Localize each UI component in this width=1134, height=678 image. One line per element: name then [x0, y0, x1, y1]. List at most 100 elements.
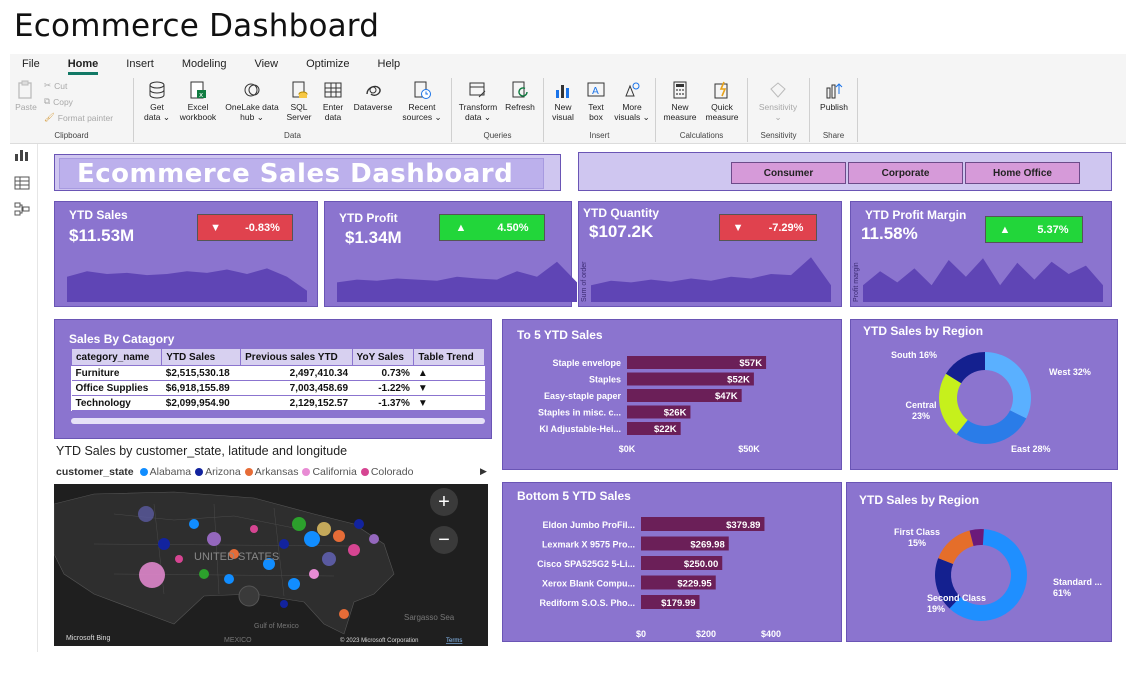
onelake-button[interactable]: OneLake data hub ⌄	[222, 80, 282, 122]
share-group: Publish Share	[810, 78, 858, 142]
top5-title: To 5 YTD Sales	[517, 328, 603, 342]
cell-yoy: -1.22%	[352, 380, 414, 396]
tab-view[interactable]: View	[254, 58, 279, 70]
legend-item[interactable]: Arizona	[195, 466, 241, 478]
text-box-button[interactable]: A Text box	[582, 80, 610, 122]
cell-prev: 2,129,152.57	[240, 395, 353, 411]
map-visual[interactable]: UNITED STATES Sargasso Sea Gulf of Mexic…	[54, 484, 488, 646]
bar[interactable]	[627, 389, 742, 402]
publish-button[interactable]: Publish	[814, 80, 854, 112]
segment-home-office-button[interactable]: Home Office	[965, 162, 1080, 184]
get-data-label-1: Get	[150, 102, 164, 112]
dataverse-button[interactable]: Dataverse	[350, 80, 396, 112]
publish-label: Publish	[820, 102, 848, 112]
donut-slice[interactable]	[969, 529, 984, 546]
model-view-icon[interactable]	[14, 202, 30, 216]
bar[interactable]	[641, 595, 700, 609]
text-box-label-2: box	[589, 112, 603, 122]
sensitivity-group: Sensitivity ⌄ Sensitivity	[748, 78, 810, 142]
bar[interactable]	[627, 372, 754, 386]
donut-slice[interactable]	[956, 410, 1027, 444]
refresh-button[interactable]: Refresh	[502, 80, 538, 112]
enter-data-button[interactable]: Enter data	[318, 80, 348, 122]
legend-item[interactable]: California	[302, 466, 357, 478]
recent-sources-icon	[414, 81, 431, 99]
map-zoom-out-button[interactable]: −	[430, 526, 458, 554]
bar[interactable]	[641, 575, 716, 590]
legend-item[interactable]: Alabama	[139, 466, 191, 478]
quick-measure-label-1: Quick	[711, 102, 733, 112]
bar-category-label: Easy-staple paper	[544, 391, 622, 401]
col-header[interactable]: category_name	[70, 348, 163, 366]
recent-sources-button[interactable]: Recent sources ⌄	[400, 80, 444, 122]
refresh-icon	[512, 81, 528, 98]
bar[interactable]	[627, 422, 681, 435]
table-view-icon[interactable]	[14, 176, 30, 190]
map-sea-label: Sargasso Sea	[404, 613, 455, 622]
quick-measure-button[interactable]: Quick measure	[702, 80, 742, 122]
donut-slice[interactable]	[939, 373, 968, 435]
cell-ytd: $6,918,155.89	[161, 380, 241, 396]
bar[interactable]	[627, 356, 767, 369]
bar-value-label: $229.95	[677, 579, 712, 590]
kpi-change-badge: ▲ 4.50%	[439, 214, 545, 241]
tab-modeling[interactable]: Modeling	[181, 58, 227, 70]
copy-button[interactable]: ⧉ Copy	[44, 96, 73, 107]
new-visual-button[interactable]: New visual	[548, 80, 578, 122]
sparkline-area	[863, 258, 1103, 302]
trend-down-icon: ▼	[413, 380, 485, 396]
sql-server-button[interactable]: SQL Server	[284, 80, 314, 122]
format-painter-button[interactable]: 🖌 Format painter	[44, 112, 113, 123]
new-measure-label-2: measure	[663, 112, 697, 122]
sensitivity-icon	[770, 82, 786, 98]
tab-insert[interactable]: Insert	[126, 58, 154, 70]
tab-home[interactable]: Home	[67, 58, 99, 75]
donut-slice[interactable]	[938, 530, 974, 564]
report-view-icon[interactable]	[14, 148, 30, 162]
tab-help[interactable]: Help	[377, 58, 401, 70]
map-zoom-in-button[interactable]: +	[430, 488, 458, 516]
tab-optimize[interactable]: Optimize	[306, 58, 350, 70]
bar[interactable]	[627, 405, 691, 419]
cut-button[interactable]: ✂ Cut	[44, 80, 67, 91]
map-country-label: UNITED STATES	[194, 551, 279, 563]
paste-icon	[18, 80, 32, 99]
col-header[interactable]: Table Trend	[413, 348, 485, 366]
excel-workbook-button[interactable]: x Excel workbook	[178, 80, 218, 122]
kpi-axis-label: Profit margin	[853, 262, 860, 302]
bar-value-label: $26K	[664, 408, 687, 419]
more-visuals-button[interactable]: More visuals ⌄	[612, 80, 652, 122]
legend-next-arrow-icon[interactable]: ▶	[480, 466, 487, 476]
segment-corporate-button[interactable]: Corporate	[848, 162, 963, 184]
tab-file[interactable]: File	[22, 58, 40, 70]
sensitivity-button[interactable]: Sensitivity ⌄	[752, 80, 804, 122]
donut-slice-label: Second Class	[927, 593, 986, 603]
segment-slicer: Consumer Corporate Home Office	[578, 152, 1112, 191]
donut-slice[interactable]	[945, 352, 985, 384]
col-header[interactable]: YTD Sales	[161, 348, 242, 366]
map-terms-link[interactable]: Terms	[446, 638, 462, 644]
kpi-change-value: -7.29%	[768, 221, 804, 234]
bar[interactable]	[641, 556, 723, 570]
new-visual-label-1: New	[554, 102, 572, 112]
sensitivity-label-1: Sensitivity	[758, 102, 798, 112]
legend-item[interactable]: Colorado	[360, 466, 413, 478]
more-visuals-icon	[625, 82, 640, 97]
legend-item[interactable]: Arkansas	[244, 466, 298, 478]
clipboard-group-label: Clipboard	[54, 131, 89, 140]
bar[interactable]	[641, 517, 765, 531]
bar-value-label: $179.99	[661, 598, 695, 609]
transform-data-button[interactable]: Transform data ⌄	[456, 80, 500, 122]
donut-slice[interactable]	[985, 352, 1031, 419]
col-header[interactable]: YoY Sales	[351, 348, 415, 366]
new-measure-button[interactable]: New measure	[660, 80, 700, 122]
paste-button[interactable]: Paste	[14, 80, 38, 112]
kpi-change-value: 5.37%	[1037, 223, 1069, 236]
donut-slice[interactable]	[935, 558, 961, 609]
get-data-button[interactable]: Get data ⌄	[142, 80, 172, 122]
segment-consumer-button[interactable]: Consumer	[731, 162, 846, 184]
table-scrollbar[interactable]	[71, 418, 485, 424]
donut-slice[interactable]	[949, 529, 1027, 621]
bar[interactable]	[641, 536, 729, 551]
col-header[interactable]: Previous sales YTD	[240, 348, 353, 366]
